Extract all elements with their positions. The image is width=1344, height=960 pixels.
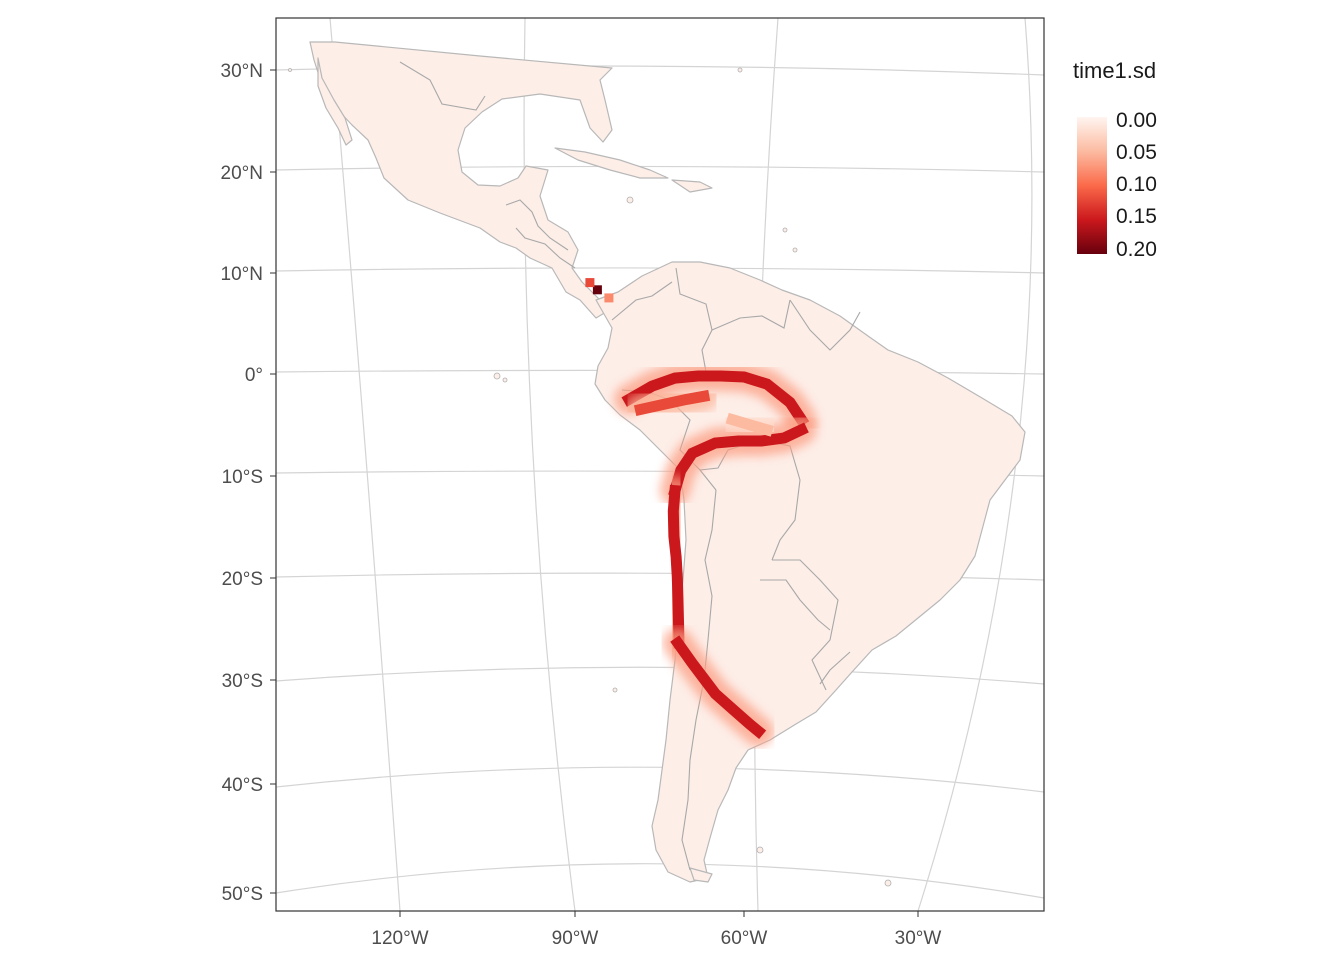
sd-band: [633, 389, 711, 417]
y-label-10s: 10°S: [222, 467, 263, 488]
legend-colorbar: [1077, 117, 1107, 254]
y-label-50s: 50°S: [222, 884, 263, 905]
mexico-usa-land: [309, 41, 613, 319]
y-label-30s: 30°S: [222, 671, 263, 692]
hispaniola: [671, 179, 713, 193]
legend-tick-0: 0.00: [1116, 109, 1157, 132]
south-america: [594, 261, 1026, 883]
legend-title: time1.sd: [1073, 58, 1156, 83]
sd-hotspot-cell: [592, 285, 602, 295]
x-axis: 120°W 90°W 60°W 30°W: [371, 911, 941, 949]
parallel-40s: [276, 766, 1044, 793]
y-axis: 30°N 20°N 10°N 0° 10°S 20°S 30°S 40°S 50…: [221, 61, 276, 905]
x-label-90w: 90°W: [552, 928, 599, 949]
sd-band: [621, 370, 810, 428]
sd-raster-layer: [585, 278, 817, 747]
baja-peninsula: [317, 57, 353, 146]
y-label-10n: 10°N: [221, 264, 263, 285]
x-label-30w: 30°W: [895, 928, 942, 949]
meridian-120w: [329, 18, 401, 911]
legend-tick-3: 0.15: [1116, 205, 1157, 228]
sd-hotspot-cell: [585, 278, 595, 288]
islands: [288, 67, 892, 887]
tierra-del-fuego: [689, 867, 713, 883]
cuba: [554, 147, 669, 179]
sd-band: [668, 422, 809, 498]
x-label-60w: 60°W: [721, 928, 768, 949]
sd-band: [670, 635, 767, 740]
legend-tick-2: 0.10: [1116, 173, 1157, 196]
y-label-30n: 30°N: [221, 61, 263, 82]
legend-ticks: 0.00 0.05 0.10 0.15 0.20: [1116, 109, 1157, 261]
legend-tick-1: 0.05: [1116, 141, 1157, 164]
map-panel: [276, 18, 1044, 911]
panel-border: [275, 17, 1045, 912]
y-label-0: 0°: [245, 365, 263, 386]
parallel-50s: [276, 863, 1044, 899]
sd-hotspot-cell: [604, 293, 614, 303]
sd-band: [667, 484, 685, 649]
legend: time1.sd 0.00 0.05 0.10 0.15 0.20: [1073, 58, 1157, 261]
parallel-30s: [276, 666, 1044, 685]
y-label-20n: 20°N: [221, 163, 263, 184]
x-label-120w: 120°W: [371, 928, 428, 949]
land: [309, 41, 1026, 883]
y-label-20s: 20°S: [222, 569, 263, 590]
legend-tick-4: 0.20: [1116, 238, 1157, 261]
sd-band: [725, 412, 774, 437]
y-label-40s: 40°S: [222, 775, 263, 796]
meridian-90w: [523, 18, 576, 911]
